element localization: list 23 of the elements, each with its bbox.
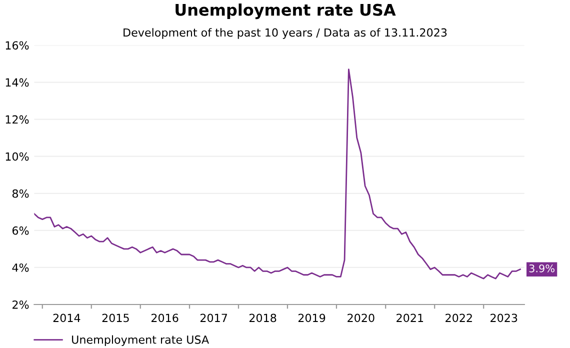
x-tick-label: 2020 (348, 314, 374, 322)
x-tick-label: 2018 (249, 314, 276, 322)
x-tick-label: 2017 (200, 314, 227, 322)
x-tick-label: 2016 (151, 314, 178, 322)
x-tick-label: 2014 (53, 314, 80, 322)
y-tick-label: 16% (6, 41, 29, 50)
y-tick-label: 2% (12, 300, 29, 309)
line-series (34, 68, 521, 280)
y-tick-label: 10% (6, 152, 29, 161)
x-tick-label: 2022 (446, 314, 472, 322)
y-tick-label: 6% (12, 226, 29, 235)
y-tick-label: 12% (6, 115, 29, 124)
legend-label: Unemployment rate USA (72, 335, 210, 346)
data-label: 3.9% (529, 264, 554, 272)
chart-title: Unemployment rate USA (176, 4, 396, 20)
x-tick-label: 2023 (490, 314, 518, 322)
x-tick-label: 2019 (298, 314, 326, 322)
x-tick-label: 2015 (102, 314, 129, 322)
x-tick-label: 2021 (396, 314, 424, 322)
y-tick-label: 4% (12, 263, 29, 272)
y-tick-label: 8% (12, 189, 29, 198)
y-tick-label: 14% (6, 78, 29, 87)
chart-subtitle: Development of the past 10 years / Data as of 13.11.2023 (124, 28, 447, 39)
